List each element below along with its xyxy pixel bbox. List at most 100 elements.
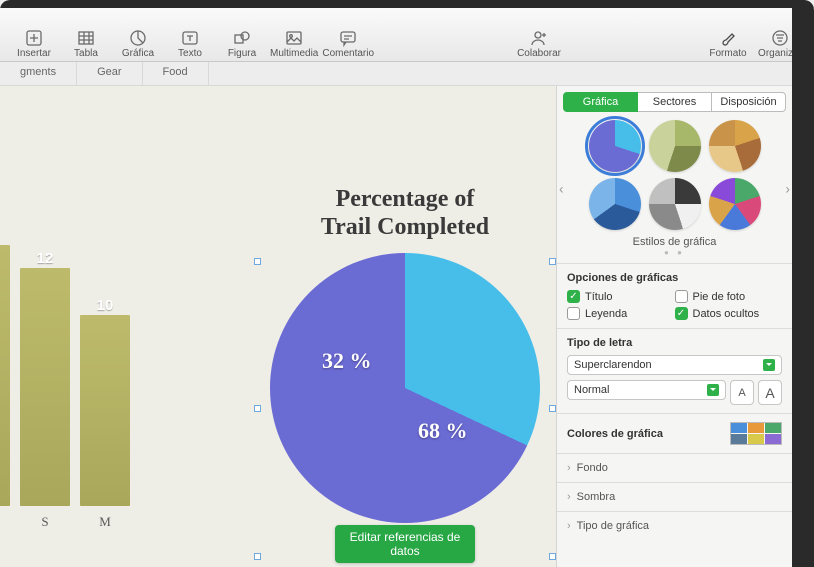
resize-handle[interactable]: [549, 405, 556, 412]
sheet-tabs: gments Gear Food: [0, 62, 814, 86]
toolbar-label: Multimedia: [270, 48, 318, 59]
checkbox-icon: [567, 290, 580, 303]
x-axis-label: S: [0, 514, 10, 530]
chevron-down-icon: [707, 384, 719, 396]
font-smaller-button[interactable]: A: [730, 380, 754, 405]
accordion-fondo[interactable]: Fondo: [557, 453, 792, 482]
chart-style-thumb[interactable]: [589, 120, 641, 172]
x-axis-label: M: [80, 514, 130, 530]
toolbar-label: Comentario: [322, 48, 374, 59]
checkbox-label: Datos ocultos: [693, 308, 760, 320]
font-style-select[interactable]: Normal: [567, 380, 726, 400]
filter-icon: [770, 28, 790, 48]
text-icon: [180, 28, 200, 48]
canvas[interactable]: 131210 SSM Percentage ofTrail Completed …: [0, 86, 556, 567]
styles-prev-button[interactable]: ‹: [559, 180, 564, 196]
chart-style-thumb[interactable]: [709, 120, 761, 172]
sheet-tab[interactable]: Gear: [77, 62, 142, 85]
resize-handle[interactable]: [549, 553, 556, 560]
color-swatch: [765, 423, 781, 433]
resize-handle[interactable]: [549, 258, 556, 265]
bar: 10: [80, 315, 130, 506]
color-swatches-button[interactable]: [730, 422, 782, 445]
checkbox-pie-de-foto[interactable]: Pie de foto: [675, 290, 783, 303]
chart-button[interactable]: Gráfica: [114, 28, 162, 59]
media-icon: [284, 28, 304, 48]
chart-style-thumb[interactable]: [649, 120, 701, 172]
shape-button[interactable]: Figura: [218, 28, 266, 59]
format-inspector: Gráfica Sectores Disposición ‹ › Estilos…: [556, 86, 792, 567]
text-button[interactable]: Texto: [166, 28, 214, 59]
table-button[interactable]: Tabla: [62, 28, 110, 59]
table-icon: [76, 28, 96, 48]
resize-handle[interactable]: [254, 405, 261, 412]
sheet-tab[interactable]: gments: [0, 62, 77, 85]
tab-sectores[interactable]: Sectores: [638, 92, 712, 112]
plus-box-icon: [24, 28, 44, 48]
resize-handle[interactable]: [254, 258, 261, 265]
toolbar-label: Gráfica: [122, 48, 154, 59]
checkbox-label: Leyenda: [585, 308, 627, 320]
font-family-select[interactable]: Superclarendon: [567, 355, 782, 375]
comment-button[interactable]: Comentario: [322, 28, 374, 59]
checkbox-icon: [675, 290, 688, 303]
brush-icon: [718, 28, 738, 48]
media-button[interactable]: Multimedia: [270, 28, 318, 59]
bar-value-label: 13: [0, 227, 10, 244]
comment-icon: [338, 28, 358, 48]
checkbox-titulo[interactable]: Título: [567, 290, 675, 303]
section-heading: Opciones de gráficas: [567, 272, 782, 284]
select-value: Normal: [574, 384, 609, 396]
section-heading: Tipo de letra: [567, 337, 782, 349]
page-dots: ● ●: [561, 248, 788, 257]
bar-value-label: 10: [80, 297, 130, 314]
color-swatch: [731, 423, 747, 433]
bar: 12: [20, 268, 70, 506]
sheet-tab[interactable]: Food: [143, 62, 209, 85]
chart-style-thumb[interactable]: [589, 178, 641, 230]
font-section: Tipo de letra Superclarendon Normal A A: [557, 328, 792, 413]
accordion-label: Fondo: [577, 462, 608, 474]
tab-disposicion[interactable]: Disposición: [712, 92, 786, 112]
toolbar-label: Colaborar: [517, 48, 561, 59]
color-swatch: [765, 434, 781, 444]
accordion-label: Sombra: [577, 491, 616, 503]
checkbox-leyenda[interactable]: Leyenda: [567, 307, 675, 320]
tab-grafica[interactable]: Gráfica: [563, 92, 638, 112]
section-heading: Colores de gráfica: [567, 428, 663, 440]
accordion-sombra[interactable]: Sombra: [557, 482, 792, 511]
pie-icon: [128, 28, 148, 48]
chart-style-thumb[interactable]: [649, 178, 701, 230]
resize-handle[interactable]: [254, 553, 261, 560]
checkbox-datos-ocultos[interactable]: Datos ocultos: [675, 307, 783, 320]
accordion-label: Tipo de gráfica: [577, 520, 649, 532]
checkbox-icon: [567, 307, 580, 320]
toolbar-label: Figura: [228, 48, 256, 59]
collaborate-button[interactable]: Colaborar: [515, 28, 563, 59]
color-swatch: [748, 423, 764, 433]
color-swatch: [748, 434, 764, 444]
chart-style-thumb[interactable]: [709, 178, 761, 230]
inspector-tabs: Gráfica Sectores Disposición: [557, 86, 792, 116]
chart-styles: ‹ › Estilos de gráfica ● ●: [557, 116, 792, 263]
pie-slice-label: 32 %: [322, 348, 372, 374]
shape-icon: [232, 28, 252, 48]
bar-value-label: 12: [20, 250, 70, 267]
format-button[interactable]: Formato: [704, 28, 752, 59]
chart-colors-section: Colores de gráfica: [557, 413, 792, 453]
edit-data-references-button[interactable]: Editar referencias de datos: [335, 525, 475, 563]
insert-button[interactable]: Insertar: [10, 28, 58, 59]
styles-caption: Estilos de gráfica: [561, 236, 788, 248]
bar: 13: [0, 245, 10, 506]
select-value: Superclarendon: [574, 359, 652, 371]
x-axis-label: S: [20, 514, 70, 530]
toolbar-label: Tabla: [74, 48, 98, 59]
pie-chart-group[interactable]: Percentage ofTrail Completed 32 %68 % Ed…: [265, 186, 545, 523]
toolbar: Insertar Tabla Gráfica Texto Figura Mult…: [0, 8, 814, 62]
color-swatch: [731, 434, 747, 444]
styles-next-button[interactable]: ›: [785, 180, 790, 196]
font-larger-button[interactable]: A: [758, 380, 782, 405]
pie-chart[interactable]: 32 %68 %: [270, 253, 540, 523]
bar-chart: 131210 SSM: [0, 196, 190, 536]
accordion-tipo-de-grafica[interactable]: Tipo de gráfica: [557, 511, 792, 540]
